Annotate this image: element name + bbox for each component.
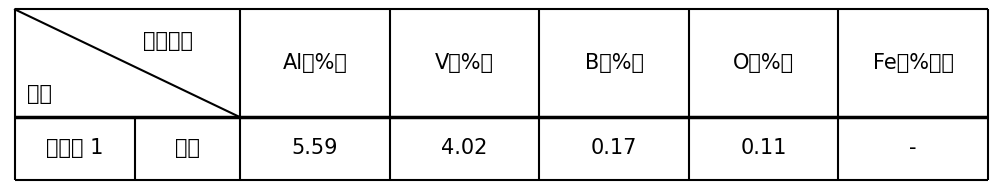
Text: V（%）: V（%）: [435, 53, 494, 73]
Text: 5.59: 5.59: [292, 138, 338, 158]
Text: 0.17: 0.17: [591, 138, 637, 158]
Text: B（%）: B（%）: [585, 53, 644, 73]
Text: 4.02: 4.02: [441, 138, 488, 158]
Text: 化学成分: 化学成分: [143, 31, 192, 51]
Text: 实施例 1: 实施例 1: [46, 138, 104, 158]
Text: -: -: [909, 138, 917, 158]
Text: Fe（%））: Fe（%））: [873, 53, 954, 73]
Text: Al（%）: Al（%）: [282, 53, 347, 73]
Text: 0.11: 0.11: [740, 138, 787, 158]
Text: 样品: 样品: [27, 84, 52, 105]
Text: O（%）: O（%）: [733, 53, 794, 73]
Text: 上部: 上部: [175, 138, 200, 158]
